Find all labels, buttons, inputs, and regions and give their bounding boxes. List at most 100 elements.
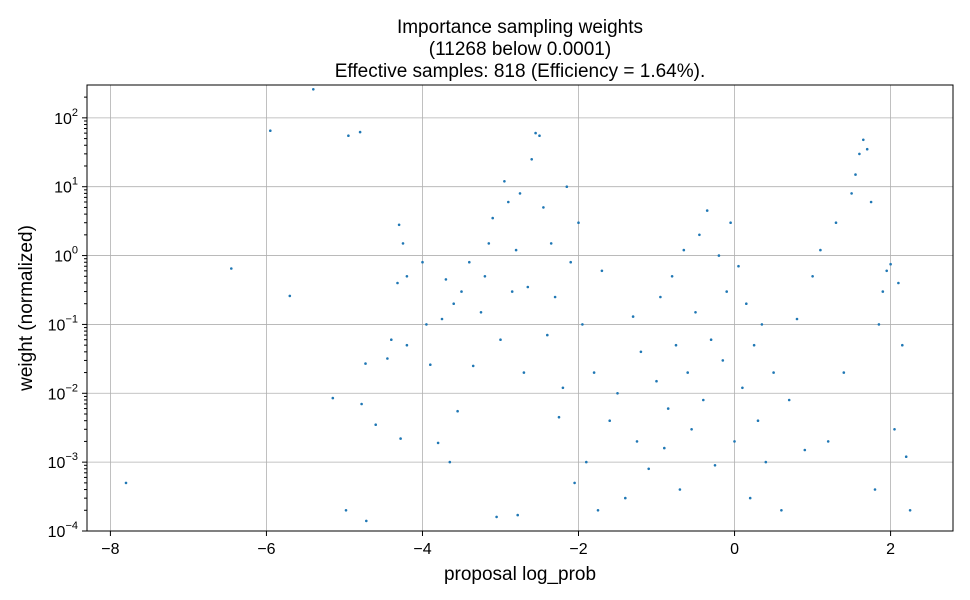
scatter-point (452, 302, 456, 306)
scatter-point (507, 200, 510, 204)
x-tick-label: −2 (569, 541, 587, 558)
scatter-point (659, 295, 662, 299)
scatter-point (705, 209, 709, 212)
scatter-point (124, 481, 128, 485)
x-tick-label: −6 (257, 541, 275, 558)
scatter-point (772, 371, 775, 374)
scatter-point (741, 386, 744, 390)
scatter-point (499, 338, 502, 342)
scatter-point (518, 192, 522, 195)
scatter-point (908, 509, 912, 512)
scatter-point (795, 317, 799, 321)
x-axis-ticks: −8 −6 −4 −2 0 2 (101, 531, 895, 558)
scatter-point (429, 363, 432, 367)
scatter-point (682, 248, 686, 252)
scatter-point (842, 371, 846, 374)
scatter-point (850, 192, 853, 195)
scatter-point (733, 440, 736, 443)
scatter-point (748, 496, 752, 500)
x-axis-label: proposal log_prob (444, 564, 596, 585)
scatter-point (399, 437, 402, 440)
scatter-point (764, 460, 768, 464)
y-tick-label: 101 (54, 176, 78, 197)
y-tick-label: 102 (54, 107, 78, 128)
scatter-point (440, 317, 444, 321)
scatter-point (635, 440, 639, 443)
scatter-point (854, 173, 857, 176)
scatter-point (725, 290, 728, 293)
scatter-point (862, 138, 865, 142)
scatter-point (729, 221, 732, 224)
scatter-point (581, 323, 584, 326)
y-axis-ticks: 10−4 10−3 10−2 10−1 100 101 102 (48, 96, 87, 541)
scatter-point (312, 88, 315, 91)
scatter-point (487, 242, 491, 245)
scatter-point (585, 460, 588, 464)
scatter-point (717, 254, 721, 257)
scatter-point (538, 134, 541, 137)
scatter-point (573, 481, 576, 485)
scatter-point (514, 248, 518, 252)
scatter-point (780, 509, 783, 512)
scatter-point (397, 223, 401, 227)
scatter-point (873, 488, 877, 491)
scatter-point (686, 371, 689, 374)
scatter-point (670, 275, 674, 278)
scatter-point (421, 260, 424, 264)
scatter-point (756, 419, 760, 423)
scatter-point (456, 409, 459, 413)
scatter-point (901, 343, 904, 347)
scatter-point (358, 130, 362, 134)
scatter-point (787, 398, 791, 402)
chart-title: Importance sampling weights (11268 below… (335, 17, 706, 82)
scatter-point (360, 402, 363, 406)
scatter-point (904, 455, 908, 459)
scatter-point (819, 248, 822, 252)
scatter-point (526, 285, 530, 289)
scatter-point (396, 281, 399, 285)
scatter-point (596, 509, 600, 512)
scatter-point (530, 158, 533, 161)
x-tick-label: 0 (730, 541, 739, 558)
scatter-point (471, 364, 475, 368)
scatter-point (721, 359, 725, 362)
scatter-point (639, 350, 643, 354)
scatter-point (760, 323, 764, 326)
scatter-point (436, 441, 440, 445)
scatter-point (495, 515, 498, 519)
scatter-point (344, 509, 348, 512)
scatter-points (124, 88, 912, 523)
scatter-point (858, 152, 861, 156)
y-tick-label: 10−3 (48, 451, 78, 472)
scatter-point (694, 311, 697, 314)
scatter-point (347, 134, 350, 137)
scatter-point (405, 343, 409, 347)
scatter-point (698, 233, 701, 237)
scatter-point (365, 519, 368, 523)
scatter-point (503, 180, 506, 183)
scatter-point (702, 398, 705, 402)
scatter-point (401, 242, 405, 245)
y-tick-label: 10−2 (48, 382, 78, 403)
scatter-point (826, 440, 830, 443)
grid (87, 85, 953, 532)
scatter-point (230, 267, 233, 270)
scatter-point (386, 357, 389, 360)
title-line-2: (11268 below 0.0001) (429, 39, 611, 60)
scatter-point (592, 371, 596, 374)
scatter-point (666, 407, 670, 410)
scatter-point (877, 323, 881, 326)
scatter-point (364, 362, 367, 365)
scatter-point (491, 216, 495, 220)
x-tick-label: −8 (101, 541, 119, 558)
scatter-point (752, 343, 756, 347)
title-line-3: Effective samples: 818 (Efficiency = 1.6… (335, 61, 706, 82)
scatter-point (468, 260, 471, 264)
x-tick-label: 2 (886, 541, 895, 558)
scatter-point (674, 343, 678, 347)
scatter-point (460, 290, 463, 293)
scatter-point (803, 448, 807, 452)
scatter-point (709, 338, 713, 342)
scatter-point (542, 206, 545, 209)
scatter-point (549, 242, 553, 245)
